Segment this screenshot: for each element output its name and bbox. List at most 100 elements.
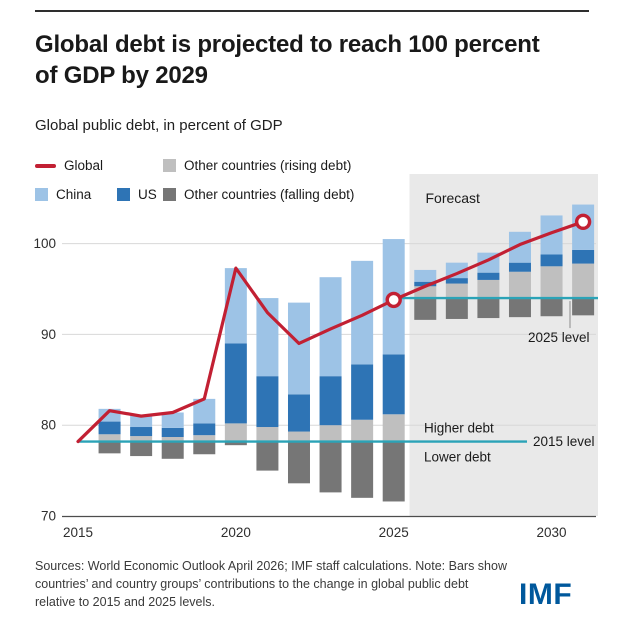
bar-rising-2021	[256, 427, 279, 442]
bar-falling-2016	[98, 441, 121, 454]
level-2025-label: 2025 level	[528, 331, 590, 346]
legend-item-china: China	[35, 187, 117, 202]
bar-rising-2022	[287, 431, 310, 442]
chart-footer: Sources: World Economic Outlook April 20…	[0, 558, 624, 611]
bar-rising-2026	[414, 286, 437, 299]
bar-us-2027	[445, 278, 468, 284]
top-rule	[35, 10, 589, 12]
chart-title-line-2: of GDP by 2029	[35, 61, 208, 89]
legend-label-us: US	[138, 187, 157, 203]
level-2015-label: 2015 level	[533, 434, 595, 449]
bar-china-2017	[130, 415, 153, 428]
bar-china-2024	[351, 261, 374, 365]
bar-china-2022	[287, 303, 310, 395]
bar-rising-2029	[508, 272, 531, 299]
bar-falling-2018	[161, 441, 184, 460]
y-tick-label-70: 70	[41, 509, 56, 524]
legend-item-other-falling: Other countries (falling debt)	[163, 187, 475, 202]
bar-us-2024	[351, 364, 374, 421]
bar-falling-2029	[508, 298, 531, 318]
bar-us-2031	[572, 250, 595, 265]
global-line-swatch	[35, 164, 56, 168]
forecast-region	[409, 174, 598, 517]
bar-rising-2023	[319, 425, 342, 442]
bar-us-2029	[508, 263, 531, 273]
chart-legend: Global Other countries (rising debt) Chi…	[35, 158, 475, 202]
legend-label-china: China	[56, 187, 92, 203]
global-debt-line	[76, 220, 585, 444]
bar-rising-2027	[445, 283, 468, 299]
bar-falling-2020	[224, 441, 247, 446]
legend-label-other-rising: Other countries (rising debt)	[184, 158, 352, 174]
bar-us-2018	[161, 428, 184, 438]
debt-chart: Forecast 70 80 90 100 2015 level Higher debt Lo…	[33, 174, 598, 540]
bar-china-2029	[508, 232, 531, 264]
y-tick-label-80: 80	[41, 418, 56, 433]
bar-rising-2024	[351, 420, 374, 442]
chart-subtitle: Global public debt, in percent of GDP	[35, 117, 283, 135]
bar-falling-2022	[287, 441, 310, 484]
forecast-label: Forecast	[425, 190, 480, 206]
bar-china-2019	[193, 399, 216, 424]
source-note: Sources: World Economic Outlook April 20…	[35, 559, 507, 609]
y-tick-label-90: 90	[41, 327, 56, 342]
other-rising-swatch	[163, 159, 176, 173]
legend-label-other-falling: Other countries (falling debt)	[184, 187, 355, 203]
bar-china-2023	[319, 277, 342, 377]
bar-falling-2024	[351, 441, 374, 499]
bar-rising-2030	[540, 266, 563, 299]
x-tick-label-2030: 2030	[537, 525, 567, 540]
y-tick-label-100: 100	[33, 237, 56, 252]
lower-debt-label: Lower debt	[424, 450, 491, 465]
higher-debt-label: Higher debt	[424, 421, 494, 436]
bar-us-2023	[319, 376, 342, 426]
bar-rising-2020	[224, 423, 247, 442]
chart-title-line-1: Global debt is projected to reach 100 pe…	[35, 31, 540, 58]
bar-falling-2026	[414, 298, 437, 321]
bar-us-2030	[540, 254, 563, 267]
bar-china-2018	[161, 412, 184, 429]
legend-label-global: Global	[64, 158, 104, 174]
bar-us-2017	[130, 427, 153, 437]
bar-falling-2027	[445, 298, 468, 320]
legend-item-us: US	[117, 187, 163, 202]
bar-falling-2023	[319, 441, 342, 493]
bar-us-2020	[224, 343, 247, 424]
bar-falling-2025	[382, 441, 405, 502]
chart-title: Global debt is projected to reach 100 pe…	[35, 30, 589, 91]
bar-rising-2031	[572, 264, 595, 299]
other-falling-swatch	[163, 188, 176, 202]
chart-header: Global debt is projected to reach 100 pe…	[0, 10, 624, 202]
bar-us-2022	[287, 394, 310, 432]
bar-china-2021	[256, 298, 279, 377]
china-swatch	[35, 188, 48, 202]
global-line-marker-2025	[385, 292, 402, 309]
x-tick-label-2025: 2025	[379, 525, 409, 540]
bar-us-2028	[477, 273, 500, 281]
bar-rising-2017	[130, 436, 153, 442]
bar-china-2030	[540, 215, 563, 255]
bar-falling-2017	[130, 441, 153, 457]
bar-us-2026	[414, 282, 437, 287]
bar-china-2026	[414, 270, 437, 283]
x-tick-label-2020: 2020	[221, 525, 251, 540]
bar-us-2025	[382, 354, 405, 415]
bar-rising-2018	[161, 437, 184, 442]
legend-item-global: Global	[35, 158, 117, 173]
global-line-marker-2031	[574, 214, 592, 231]
legend-item-other-rising: Other countries (rising debt)	[163, 158, 475, 173]
bar-rising-2016	[98, 434, 121, 442]
x-tick-label-2015: 2015	[63, 525, 93, 540]
bar-falling-2028	[477, 298, 500, 319]
bar-rising-2019	[193, 435, 216, 442]
bar-us-2019	[193, 423, 216, 436]
imf-logo: IMF	[519, 577, 573, 611]
bar-falling-2021	[256, 441, 279, 472]
bar-falling-2019	[193, 441, 216, 455]
bar-rising-2028	[477, 280, 500, 299]
bar-falling-2031	[572, 298, 595, 316]
bar-rising-2025	[382, 414, 405, 442]
bar-us-2016	[98, 422, 121, 435]
us-swatch	[117, 188, 130, 202]
